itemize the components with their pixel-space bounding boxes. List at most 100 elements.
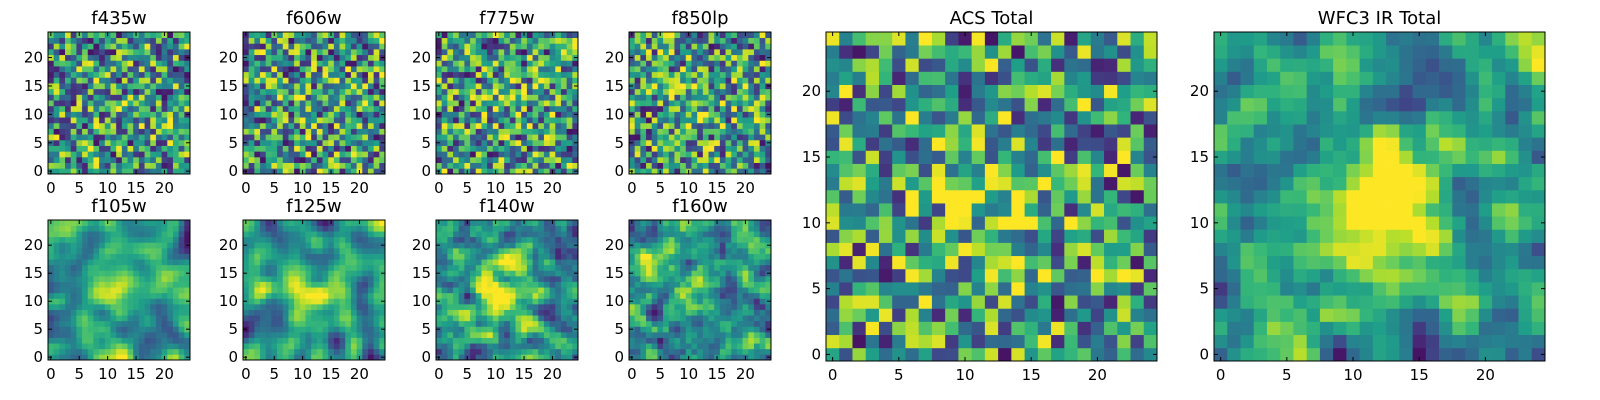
heatmap-cell [748, 304, 755, 310]
heatmap-cell [299, 236, 306, 243]
heatmap-cell [322, 151, 329, 158]
heatmap-cell [379, 276, 386, 282]
heatmap-cell [538, 281, 545, 288]
heatmap-cell [538, 88, 545, 95]
heatmap-cell [509, 71, 516, 78]
heatmap-cell [299, 117, 306, 124]
heatmap-cell [691, 270, 698, 277]
heatmap-cell [549, 128, 556, 135]
heatmap-cell [708, 151, 715, 158]
heatmap-cell [87, 236, 94, 243]
heatmap-cell [475, 276, 482, 282]
heatmap-cell [453, 315, 460, 322]
heatmap-cell [99, 156, 106, 163]
heatmap-cell [282, 88, 289, 95]
heatmap-cell [566, 139, 573, 146]
heatmap-cell [509, 117, 516, 124]
heatmap-cell [345, 248, 352, 254]
heatmap-cell [305, 304, 312, 310]
heatmap-cell [498, 128, 505, 135]
heatmap-cell [560, 168, 567, 175]
heatmap-cell [265, 348, 272, 355]
heatmap-cell [305, 111, 312, 118]
heatmap-cell [116, 100, 123, 107]
x-tick-label: 5 [462, 179, 472, 197]
heatmap-cell [121, 71, 128, 78]
heatmap-cell [133, 139, 140, 146]
heatmap-cell [691, 287, 698, 294]
heatmap-cell [731, 117, 738, 124]
heatmap-cell [725, 66, 732, 73]
heatmap-cell [538, 231, 545, 238]
heatmap-cell [657, 292, 664, 299]
heatmap-cell [708, 37, 715, 44]
heatmap-cell [373, 88, 380, 95]
heatmap-cell [311, 94, 318, 101]
heatmap-cell [356, 60, 363, 67]
heatmap-cell [99, 332, 106, 338]
heatmap-cell [447, 151, 454, 158]
y-tick-label: 5 [33, 134, 43, 152]
heatmap-cell [498, 281, 505, 288]
heatmap-cell [328, 128, 335, 135]
heatmap-cell [458, 168, 465, 175]
heatmap-cell [178, 156, 185, 163]
heatmap-cell [59, 88, 66, 95]
heatmap-cell [464, 242, 471, 249]
heatmap-cell [475, 49, 482, 56]
heatmap-cell [504, 122, 511, 129]
heatmap-cell [260, 49, 267, 56]
heatmap-cell [150, 248, 157, 254]
heatmap-cell [560, 231, 567, 238]
heatmap-cell [521, 37, 528, 44]
heatmap-cell [167, 105, 174, 112]
heatmap-cell [110, 276, 117, 282]
heatmap-cell [464, 259, 471, 266]
heatmap-cell [282, 264, 289, 271]
heatmap-cell [277, 54, 284, 61]
heatmap-cell [133, 88, 140, 95]
heatmap-cell [167, 43, 174, 50]
heatmap-cell [702, 348, 709, 355]
heatmap-cell [322, 242, 329, 249]
heatmap-cell [515, 220, 522, 226]
heatmap-cell [155, 145, 162, 152]
heatmap-cell [674, 168, 681, 175]
heatmap-cell [322, 66, 329, 73]
heatmap-cell [651, 343, 658, 350]
heatmap-cell [53, 66, 60, 73]
heatmap-cell [646, 298, 653, 305]
heatmap-cell [668, 139, 675, 146]
heatmap-cell [509, 315, 516, 322]
heatmap-cell [759, 276, 766, 282]
heatmap-cell [714, 292, 721, 299]
heatmap-cell [65, 168, 72, 175]
heatmap-cell [487, 134, 494, 141]
heatmap-cell [59, 66, 66, 73]
heatmap-cell [464, 128, 471, 135]
heatmap-cell [487, 304, 494, 310]
heatmap-cell [765, 60, 772, 67]
y-tick-label: 10 [219, 292, 238, 310]
heatmap-cell [288, 276, 295, 282]
heatmap-cell [453, 337, 460, 344]
heatmap-cell [436, 253, 443, 260]
heatmap-cell [116, 270, 123, 277]
heatmap-cell [288, 88, 295, 95]
heatmap-cell [714, 60, 721, 67]
heatmap-cell [736, 54, 743, 61]
heatmap-cell [543, 94, 550, 101]
heatmap-cell [753, 71, 760, 78]
heatmap-cell [345, 231, 352, 238]
heatmap-cell [663, 281, 670, 288]
heatmap-cell [288, 298, 295, 305]
heatmap-cell [742, 43, 749, 50]
heatmap-cell [464, 281, 471, 288]
heatmap-cell [116, 259, 123, 266]
heatmap-cell [640, 77, 647, 84]
heatmap-cell [742, 77, 749, 84]
heatmap-cell [447, 54, 454, 61]
heatmap-cell [765, 315, 772, 322]
heatmap-cell [110, 326, 117, 333]
